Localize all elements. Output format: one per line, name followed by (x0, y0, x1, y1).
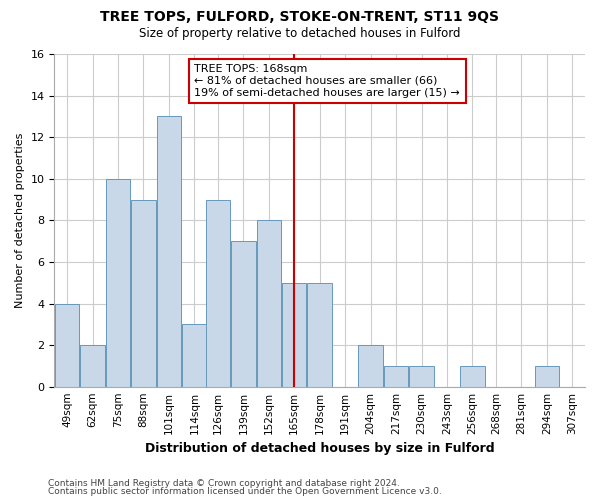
Bar (257, 220, 281, 386)
Bar (55, 304, 79, 386)
Bar (535, 366, 559, 386)
Bar (282, 282, 307, 387)
Bar (106, 179, 130, 386)
Text: TREE TOPS, FULFORD, STOKE-ON-TRENT, ST11 9QS: TREE TOPS, FULFORD, STOKE-ON-TRENT, ST11… (101, 10, 499, 24)
Bar (157, 116, 181, 386)
Text: Contains HM Land Registry data © Crown copyright and database right 2024.: Contains HM Land Registry data © Crown c… (48, 478, 400, 488)
Bar (131, 200, 156, 386)
Text: Contains public sector information licensed under the Open Government Licence v3: Contains public sector information licen… (48, 487, 442, 496)
Bar (80, 345, 105, 387)
X-axis label: Distribution of detached houses by size in Fulford: Distribution of detached houses by size … (145, 442, 494, 455)
Bar (206, 200, 230, 386)
Bar (182, 324, 206, 386)
Bar (384, 366, 408, 386)
Text: Size of property relative to detached houses in Fulford: Size of property relative to detached ho… (139, 28, 461, 40)
Bar (460, 366, 485, 386)
Text: TREE TOPS: 168sqm
← 81% of detached houses are smaller (66)
19% of semi-detached: TREE TOPS: 168sqm ← 81% of detached hous… (194, 64, 460, 98)
Bar (307, 282, 332, 387)
Y-axis label: Number of detached properties: Number of detached properties (15, 132, 25, 308)
Bar (358, 345, 383, 387)
Bar (409, 366, 434, 386)
Bar (231, 241, 256, 386)
